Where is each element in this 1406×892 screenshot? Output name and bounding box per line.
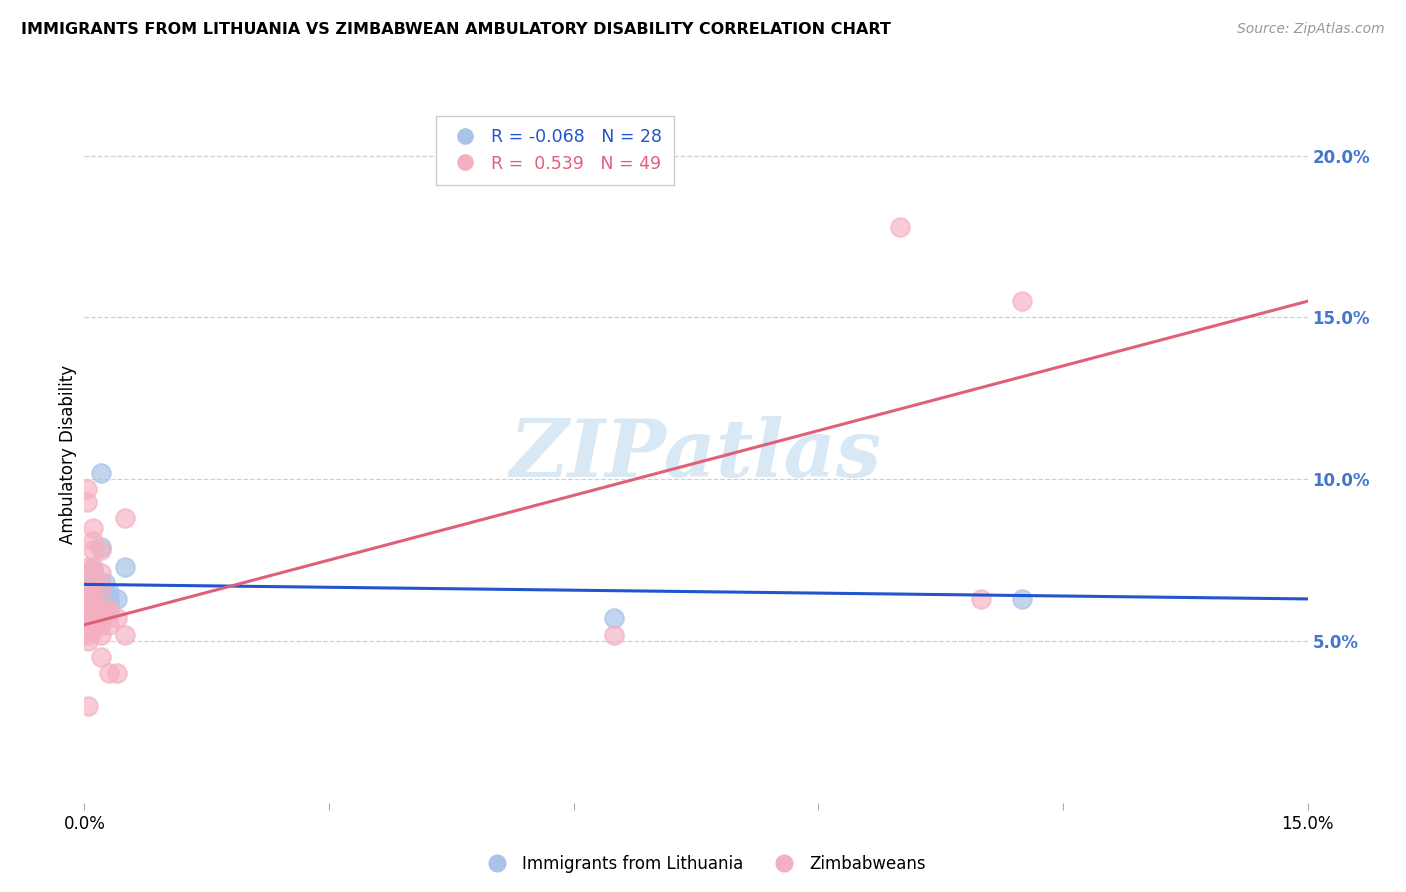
Point (77, 585, 100, 599)
Point (82, 601, 104, 615)
Point (114, 559, 136, 574)
Point (90, 611, 112, 625)
Point (114, 511, 136, 525)
Point (77, 608, 100, 623)
Point (77, 627, 100, 641)
Point (105, 611, 128, 625)
Point (77, 601, 100, 615)
Point (86, 591, 108, 606)
Point (90, 608, 112, 623)
Point (90, 566, 112, 580)
Y-axis label: Ambulatory Disability: Ambulatory Disability (59, 366, 77, 544)
Text: IMMIGRANTS FROM LITHUANIA VS ZIMBABWEAN AMBULATORY DISABILITY CORRELATION CHART: IMMIGRANTS FROM LITHUANIA VS ZIMBABWEAN … (21, 22, 891, 37)
Point (97, 595, 120, 609)
Point (77, 621, 100, 635)
Point (77, 591, 100, 606)
Legend: Immigrants from Lithuania, Zimbabweans: Immigrants from Lithuania, Zimbabweans (474, 848, 932, 880)
Point (77, 617, 100, 632)
Point (77, 608, 100, 623)
Point (93, 575, 117, 590)
Point (1011, 591, 1033, 606)
Point (90, 575, 112, 590)
Text: ZIPatlas: ZIPatlas (510, 417, 882, 493)
Point (97, 591, 120, 606)
Point (82, 605, 104, 619)
Point (86, 589, 108, 603)
Point (77, 601, 100, 615)
Point (77, 591, 100, 606)
Point (77, 559, 100, 574)
Point (90, 540, 112, 554)
Point (93, 595, 117, 609)
Point (105, 591, 128, 606)
Point (1011, 294, 1033, 309)
Point (603, 627, 626, 641)
Point (82, 521, 104, 535)
Point (105, 666, 128, 681)
Point (90, 601, 112, 615)
Point (76, 495, 98, 509)
Point (77, 624, 100, 639)
Point (77, 595, 100, 609)
Point (77, 698, 100, 713)
Point (82, 617, 104, 632)
Point (93, 591, 117, 606)
Point (90, 617, 112, 632)
Point (90, 582, 112, 597)
Point (90, 466, 112, 480)
Point (97, 601, 120, 615)
Point (114, 627, 136, 641)
Point (82, 533, 104, 548)
Point (77, 595, 100, 609)
Point (86, 595, 108, 609)
Point (603, 611, 626, 625)
Point (77, 599, 100, 613)
Point (82, 611, 104, 625)
Legend: R = -0.068   N = 28, R =  0.539   N = 49: R = -0.068 N = 28, R = 0.539 N = 49 (436, 116, 675, 185)
Point (77, 573, 100, 587)
Point (82, 543, 104, 558)
Point (77, 611, 100, 625)
Point (86, 599, 108, 613)
Point (889, 219, 911, 234)
Point (77, 575, 100, 590)
Point (97, 617, 120, 632)
Point (77, 582, 100, 597)
Point (90, 650, 112, 665)
Point (82, 585, 104, 599)
Point (97, 605, 120, 619)
Text: Source: ZipAtlas.com: Source: ZipAtlas.com (1237, 22, 1385, 37)
Point (82, 624, 104, 639)
Point (82, 559, 104, 574)
Point (76, 482, 98, 496)
Point (93, 605, 117, 619)
Point (90, 627, 112, 641)
Point (77, 634, 100, 648)
Point (90, 543, 112, 558)
Point (970, 591, 993, 606)
Point (97, 599, 120, 613)
Point (97, 585, 120, 599)
Point (82, 589, 104, 603)
Point (77, 615, 100, 629)
Point (82, 575, 104, 590)
Point (97, 666, 120, 681)
Point (82, 563, 104, 577)
